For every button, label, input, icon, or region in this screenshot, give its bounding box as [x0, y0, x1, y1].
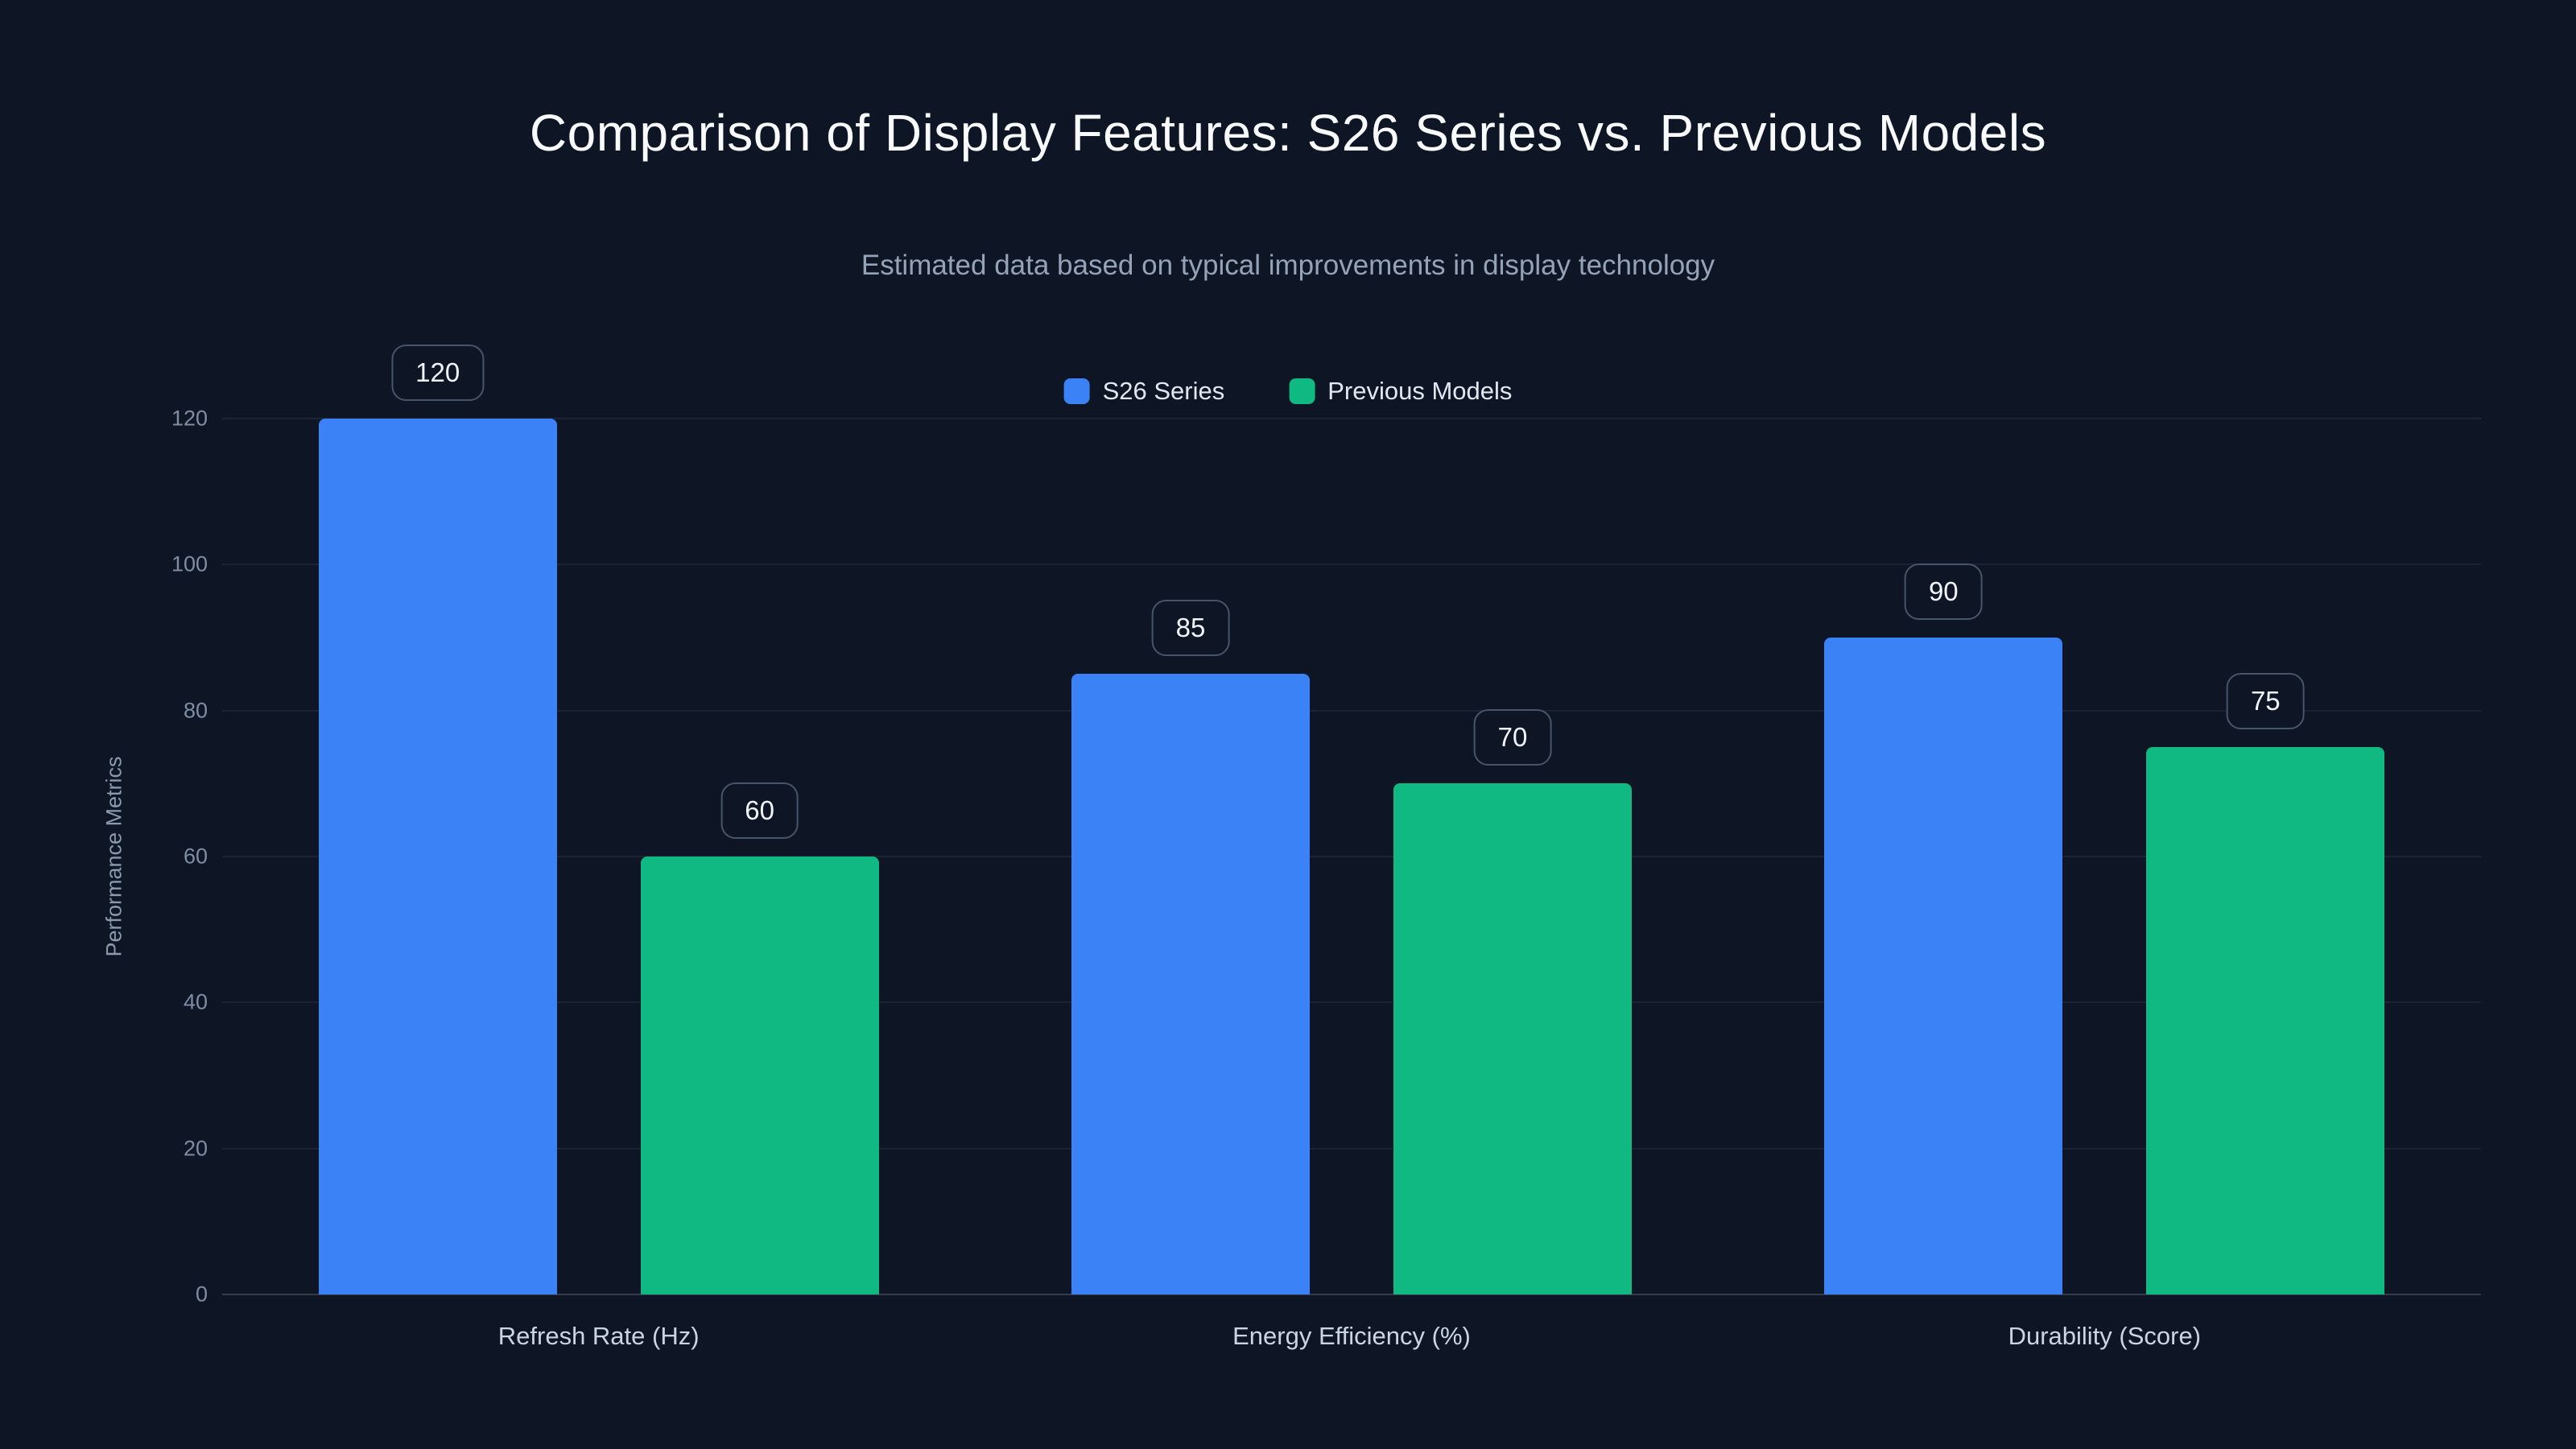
legend: S26 Series Previous Models — [1063, 377, 1512, 406]
bar-group-durability-score: 90 75 — [1728, 419, 2481, 1294]
y-tick-label: 100 — [171, 551, 208, 576]
gridline — [222, 1001, 2481, 1004]
y-tick-label: 0 — [195, 1282, 208, 1307]
bar-groups: 120 60 85 70 90 75 — [222, 345, 2481, 1294]
legend-item-label: S26 Series — [1102, 377, 1225, 405]
x-category-label: Refresh Rate (Hz) — [497, 1322, 700, 1350]
bar-s26-series-durability-score[interactable]: 90 — [1824, 564, 2063, 1294]
gridline — [222, 709, 2481, 712]
legend-item-label: Previous Models — [1327, 377, 1513, 405]
bar-previous-models-energy-efficiency[interactable]: 70 — [1393, 709, 1632, 1294]
y-tick-label: 60 — [183, 844, 208, 869]
plot-area: 120 60 85 70 90 75 0 20 40 60 80 100 120 — [171, 345, 2481, 1307]
chart-subtitle: Estimated data based on typical improvem… — [861, 250, 1715, 281]
x-axis-line — [222, 1294, 2481, 1295]
bar-value-label: 60 — [720, 782, 799, 839]
bar-value-label: 75 — [2226, 673, 2305, 729]
bar-s26-series-refresh-rate-hz[interactable]: 120 — [318, 345, 557, 1294]
x-category-label: Durability (Score) — [2008, 1322, 2202, 1350]
bar-value-label: 90 — [1904, 564, 1983, 620]
x-axis-labels: Refresh Rate (Hz) Energy Efficiency (%) Du… — [222, 1322, 2481, 1351]
legend-swatch-icon — [1289, 378, 1315, 404]
bar-value-label: 85 — [1151, 600, 1230, 657]
bar-previous-models-refresh-rate-hz[interactable]: 60 — [640, 782, 879, 1294]
bar-group-refresh-rate-hz: 120 60 — [222, 345, 975, 1294]
legend-item-s26-series[interactable]: S26 Series — [1063, 377, 1225, 406]
legend-item-previous-models[interactable]: Previous Models — [1289, 377, 1512, 406]
y-tick-label: 120 — [171, 406, 208, 431]
bar-value-label: 120 — [391, 345, 485, 401]
bar-previous-models-durability-score[interactable]: 75 — [2146, 673, 2385, 1294]
gridline — [222, 1147, 2481, 1150]
bar-group-energy-efficiency: 85 70 — [975, 419, 1728, 1294]
bar-s26-series-energy-efficiency[interactable]: 85 — [1071, 600, 1310, 1294]
bar-value-label: 70 — [1473, 709, 1552, 766]
y-tick-label: 20 — [183, 1136, 208, 1161]
gridline — [222, 418, 2481, 419]
x-category-label: Energy Efficiency (%) — [1232, 1322, 1471, 1350]
y-axis-label: Performance Metrics — [101, 756, 126, 957]
gridline — [222, 564, 2481, 566]
y-tick-label: 80 — [183, 698, 208, 723]
chart-title: Comparison of Display Features: S26 Seri… — [529, 104, 2047, 162]
gridline — [222, 856, 2481, 857]
y-tick-label: 40 — [183, 989, 208, 1014]
legend-swatch-icon — [1063, 378, 1090, 404]
